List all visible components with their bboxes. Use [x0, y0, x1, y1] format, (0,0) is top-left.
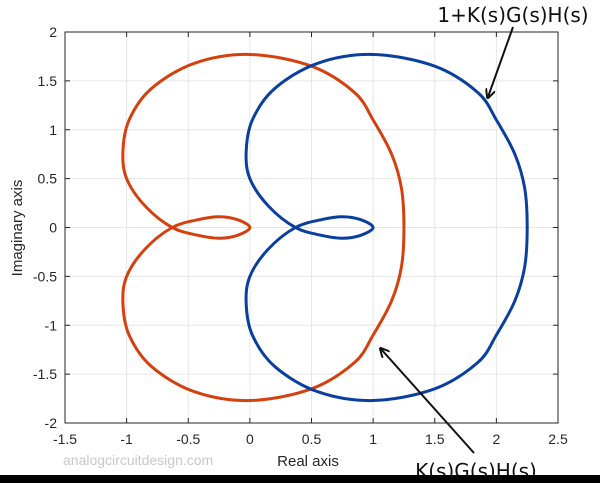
y-tick-label: 2: [49, 24, 57, 40]
y-tick-label: 0: [49, 220, 57, 236]
y-tick-label: 0.5: [38, 171, 58, 187]
plot-curves: [121, 52, 529, 403]
x-tick-label: 2: [492, 431, 500, 447]
y-tick-label: -1.5: [33, 366, 57, 382]
y-tick-label: -0.5: [33, 268, 57, 284]
x-axis-label: Real axis: [277, 453, 339, 470]
x-tick-label: 1: [369, 431, 377, 447]
y-axis-label: Imaginary axis: [9, 180, 26, 277]
x-tick-label: 0: [246, 431, 254, 447]
x-tick-label: 1.5: [425, 431, 445, 447]
watermark: analogcircuitdesign.com: [63, 452, 213, 468]
y-tick-label: 1: [49, 122, 57, 138]
x-tick-labels: -1.5 -1 -0.5 0 0.5 1 1.5 2 2.5: [53, 431, 568, 447]
axis-ticks: [64, 31, 559, 424]
y-tick-label: 1.5: [38, 73, 58, 89]
curve-open-loop-plus-one: [244, 52, 529, 403]
annotation-arrow-top: [488, 26, 514, 97]
annotation-arrow-bottom: [381, 349, 475, 454]
y-tick-label: -2: [45, 415, 58, 431]
x-tick-label: -0.5: [176, 431, 200, 447]
x-tick-label: -1.5: [53, 431, 77, 447]
annotation-open-loop-plus-one: 1+K(s)G(s)H(s): [437, 3, 588, 27]
bottom-bar: [0, 475, 600, 483]
y-tick-label: -1: [45, 317, 58, 333]
x-tick-label: 2.5: [548, 431, 568, 447]
x-tick-label: -1: [120, 431, 133, 447]
curve-open-loop: [121, 52, 406, 403]
y-tick-labels: 2 1.5 1 0.5 0 -0.5 -1 -1.5 -2: [33, 24, 57, 431]
x-tick-label: 0.5: [302, 431, 322, 447]
